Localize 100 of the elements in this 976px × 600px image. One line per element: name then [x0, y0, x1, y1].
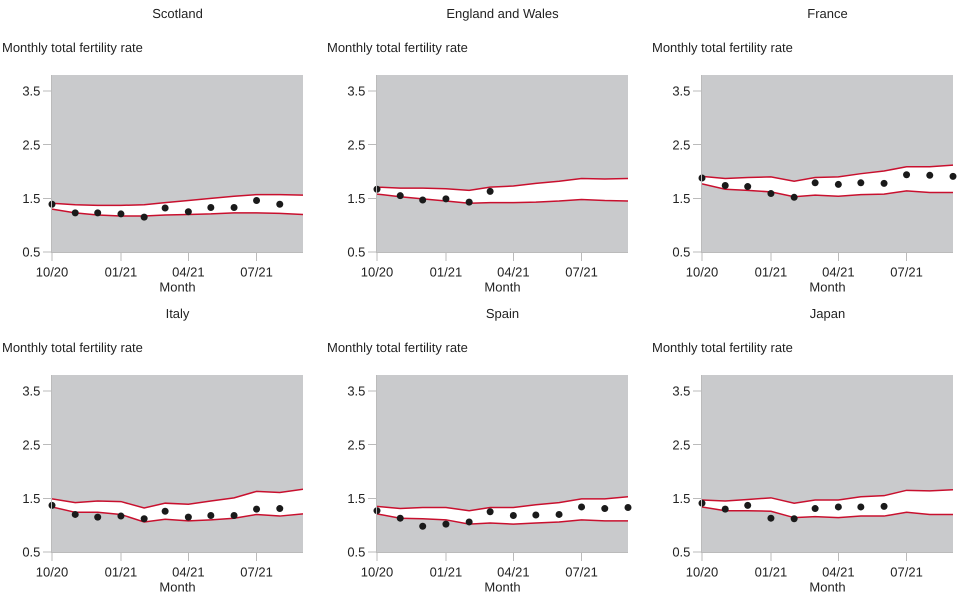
point: [510, 512, 517, 520]
y-axis-title: Monthly total fertility rate: [327, 340, 468, 355]
point: [230, 512, 238, 520]
point: [140, 515, 148, 522]
x-tick-label: 04/21: [822, 564, 855, 580]
chart-title: Italy: [166, 306, 190, 322]
point: [162, 508, 169, 515]
x-axis-title: Month: [484, 280, 521, 295]
point: [790, 515, 798, 522]
y-tick-label: 3.5: [347, 84, 366, 99]
point: [94, 209, 102, 216]
x-tick-label: 07/21: [565, 564, 598, 580]
point: [532, 511, 540, 518]
point: [207, 204, 214, 211]
point: [117, 512, 124, 520]
y-tick-label: 0.5: [672, 244, 690, 260]
point: [926, 172, 934, 179]
point: [812, 179, 819, 186]
y-tick-label: 1.5: [347, 490, 366, 506]
x-tick-label: 10/20: [360, 564, 394, 580]
x-axis-title: Month: [809, 580, 846, 595]
y-tick-label: 0.5: [347, 244, 366, 260]
point: [950, 172, 956, 180]
y-tick-label: 0.5: [22, 244, 40, 260]
x-tick-label: 01/21: [430, 564, 462, 580]
x-tick-label: 10/20: [686, 564, 718, 580]
point: [396, 192, 404, 200]
y-tick-label: 2.5: [347, 437, 366, 452]
x-tick-label: 10/20: [360, 264, 394, 280]
y-tick-label: 0.5: [22, 544, 40, 560]
point: [184, 208, 192, 216]
x-tick-label: 10/20: [686, 264, 718, 280]
y-tick-label: 0.5: [347, 544, 366, 560]
y-tick-label: 2.5: [347, 137, 366, 152]
y-tick-label: 2.5: [672, 137, 690, 152]
point: [466, 198, 473, 206]
y-axis-title: Monthly total fertility rate: [652, 40, 793, 55]
x-tick-label: 04/21: [172, 564, 205, 580]
point: [767, 514, 774, 522]
x-tick-label: 07/21: [240, 564, 273, 580]
x-tick-label: 01/21: [104, 564, 138, 580]
x-tick-label: 04/21: [172, 264, 205, 280]
point: [722, 182, 729, 189]
y-tick-label: 1.5: [22, 190, 40, 206]
point: [419, 196, 426, 204]
y-tick-label: 3.5: [347, 384, 366, 399]
point: [94, 514, 102, 521]
point: [722, 506, 729, 513]
line-series: [52, 488, 303, 509]
point: [419, 522, 426, 530]
x-axis-title: Month: [809, 280, 846, 295]
point: [276, 200, 284, 208]
y-tick-label: 3.5: [22, 84, 40, 99]
y-tick-label: 1.5: [22, 490, 40, 506]
y-axis-title: Monthly total fertility rate: [2, 40, 143, 55]
x-tick-label: 04/21: [822, 264, 855, 280]
point: [486, 508, 494, 516]
point: [442, 195, 450, 202]
chart-title: England and Wales: [446, 6, 560, 22]
point: [466, 518, 473, 526]
point: [624, 504, 632, 511]
point: [486, 188, 494, 195]
point: [578, 503, 586, 510]
point: [834, 180, 842, 188]
point: [834, 503, 842, 510]
point: [276, 505, 284, 512]
point: [253, 197, 260, 204]
x-tick-label: 01/21: [430, 264, 462, 280]
x-tick-label: 04/21: [497, 564, 530, 580]
point: [744, 502, 752, 509]
point: [207, 512, 214, 520]
x-tick-label: 10/20: [36, 264, 68, 280]
point: [857, 179, 864, 186]
x-axis-title: Month: [484, 580, 521, 595]
point: [117, 210, 124, 218]
y-axis-title: Monthly total fertility rate: [652, 340, 793, 355]
point: [162, 204, 169, 212]
chart-title: Japan: [810, 306, 846, 322]
x-tick-label: 01/21: [754, 264, 788, 280]
point: [601, 505, 608, 512]
y-tick-label: 2.5: [22, 137, 40, 152]
point: [140, 214, 148, 221]
point: [790, 194, 798, 201]
point: [812, 505, 819, 512]
y-axis-title: Monthly total fertility rate: [327, 40, 468, 55]
chart-title: Scotland: [152, 6, 203, 22]
x-tick-label: 07/21: [240, 264, 273, 280]
y-tick-label: 3.5: [22, 384, 40, 399]
point: [184, 514, 192, 521]
y-tick-label: 0.5: [672, 544, 690, 560]
point: [880, 502, 888, 510]
y-tick-label: 2.5: [672, 437, 690, 452]
chart-title: Spain: [486, 306, 520, 322]
chart-title: France: [807, 6, 848, 22]
point: [903, 171, 910, 178]
point: [880, 180, 888, 187]
point: [556, 510, 563, 518]
point: [744, 183, 752, 190]
y-axis-title: Monthly total fertility rate: [2, 340, 143, 355]
x-tick-label: 07/21: [565, 264, 598, 280]
